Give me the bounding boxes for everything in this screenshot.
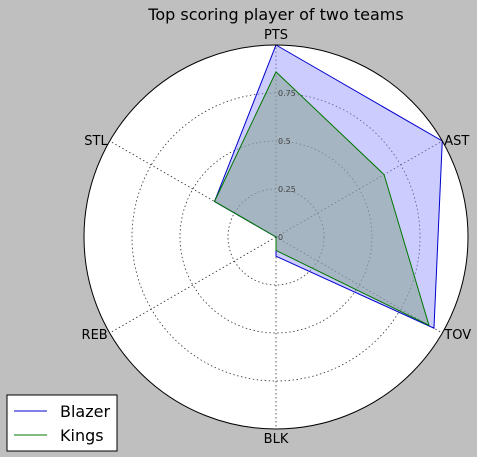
legend: Blazer Kings — [6, 394, 118, 452]
chart-title: Top scoring player of two teams — [147, 5, 403, 24]
radial-tick-label: 0.75 — [278, 89, 296, 98]
legend-box — [6, 394, 118, 452]
plot-area: 0 0.25 0.5 0.75 PTS AST TOV BLK REB STL — [82, 28, 472, 447]
legend-label-blazer: Blazer — [60, 402, 110, 421]
axis-label-blk: BLK — [264, 432, 289, 447]
radial-tick-label: 0 — [278, 233, 283, 242]
axis-label-stl: STL — [84, 134, 108, 149]
radial-tick-label: 0.25 — [278, 185, 296, 194]
axis-label-reb: REB — [82, 328, 108, 343]
axis-label-ast: AST — [444, 134, 469, 149]
outer-ring — [83, 44, 469, 430]
grid-spoke — [109, 236, 277, 334]
grid-circle — [131, 92, 421, 382]
radial-tick-label: 0.5 — [278, 137, 291, 146]
series-area-kings — [214, 71, 429, 326]
legend-label-kings: Kings — [60, 426, 104, 445]
series-line-kings — [213, 71, 430, 327]
axis-label-tov: TOV — [443, 328, 471, 343]
axis-label-pts: PTS — [264, 28, 288, 43]
